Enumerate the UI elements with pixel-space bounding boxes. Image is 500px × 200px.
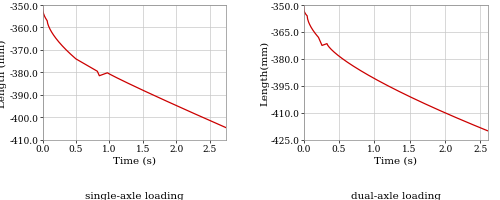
Y-axis label: Length (mm): Length (mm) [0,39,6,107]
X-axis label: Time (s): Time (s) [113,156,156,165]
X-axis label: Time (s): Time (s) [374,156,417,165]
Text: single-axle loading: single-axle loading [85,191,184,200]
Y-axis label: Length(mm): Length(mm) [260,41,269,105]
Text: dual-axle loading: dual-axle loading [350,191,440,200]
